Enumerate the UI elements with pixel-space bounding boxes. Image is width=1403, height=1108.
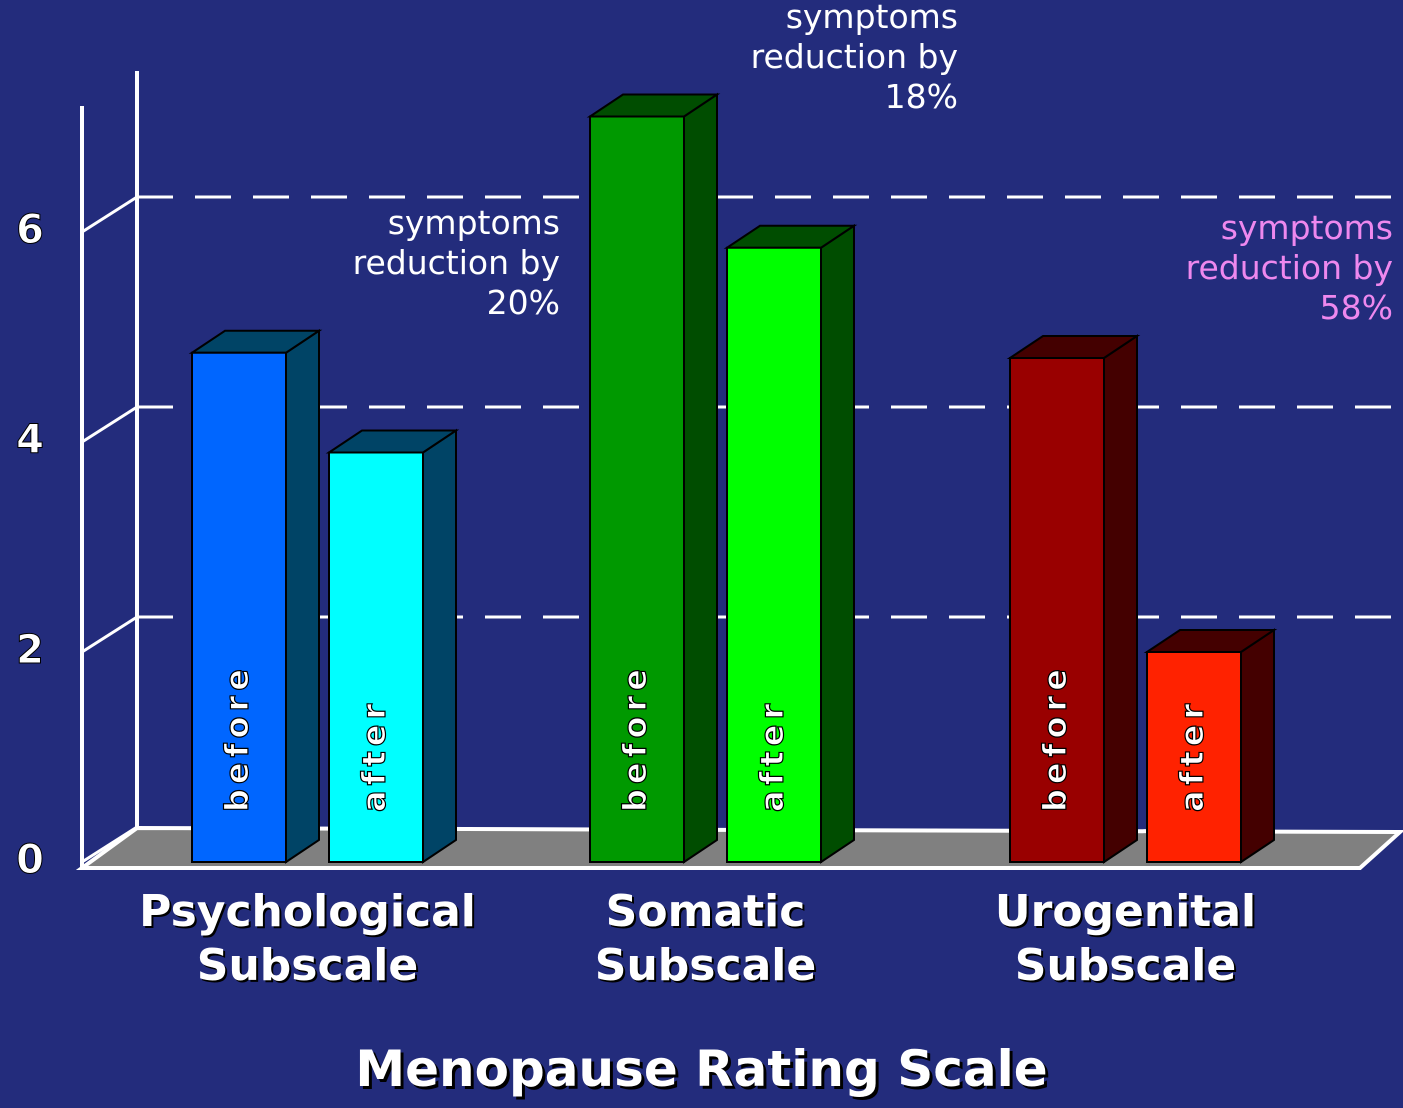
- bar: [1006, 334, 1141, 864]
- bar-label: after: [355, 699, 393, 812]
- bar-front: [726, 246, 822, 863]
- bar-front: [328, 451, 424, 863]
- bar-side: [820, 223, 855, 864]
- bar-front: [191, 351, 287, 863]
- y-tick-label: 2: [16, 627, 44, 673]
- bar: [188, 328, 323, 864]
- y-tick-label: 4: [16, 417, 44, 463]
- bar-side: [683, 92, 718, 864]
- category-label: Psychological Subscale: [139, 886, 476, 991]
- bar-label: after: [1173, 699, 1211, 812]
- bar-side: [1240, 628, 1275, 864]
- annotation: symptoms reduction by 18%: [750, 0, 958, 116]
- bar-label: before: [218, 664, 256, 812]
- tick-mark: [81, 405, 138, 444]
- annotation: symptoms reduction by 58%: [1185, 208, 1393, 327]
- bar-front: [1146, 651, 1242, 863]
- bar-side: [1103, 334, 1138, 864]
- bar-front: [1009, 357, 1105, 863]
- bar-front: [589, 115, 685, 863]
- tick-mark: [81, 825, 138, 864]
- tick-mark: [81, 615, 138, 654]
- y-tick-label: 0: [16, 837, 44, 883]
- bar-label: before: [1036, 664, 1074, 812]
- bar-side: [422, 428, 457, 864]
- bar-label: before: [616, 664, 654, 812]
- category-label: Somatic Subscale: [594, 886, 817, 991]
- bar: [1143, 628, 1278, 864]
- bar-side: [285, 328, 320, 864]
- category-label: Urogenital Subscale: [994, 886, 1257, 991]
- chart-title: Menopause Rating Scale: [355, 1040, 1048, 1098]
- y-tick-label: 6: [16, 207, 44, 253]
- annotation: symptoms reduction by 20%: [352, 202, 560, 322]
- bar-label: after: [753, 699, 791, 812]
- tick-mark: [81, 195, 138, 234]
- bar: [586, 92, 721, 864]
- bar: [723, 223, 858, 864]
- bar: [325, 428, 460, 864]
